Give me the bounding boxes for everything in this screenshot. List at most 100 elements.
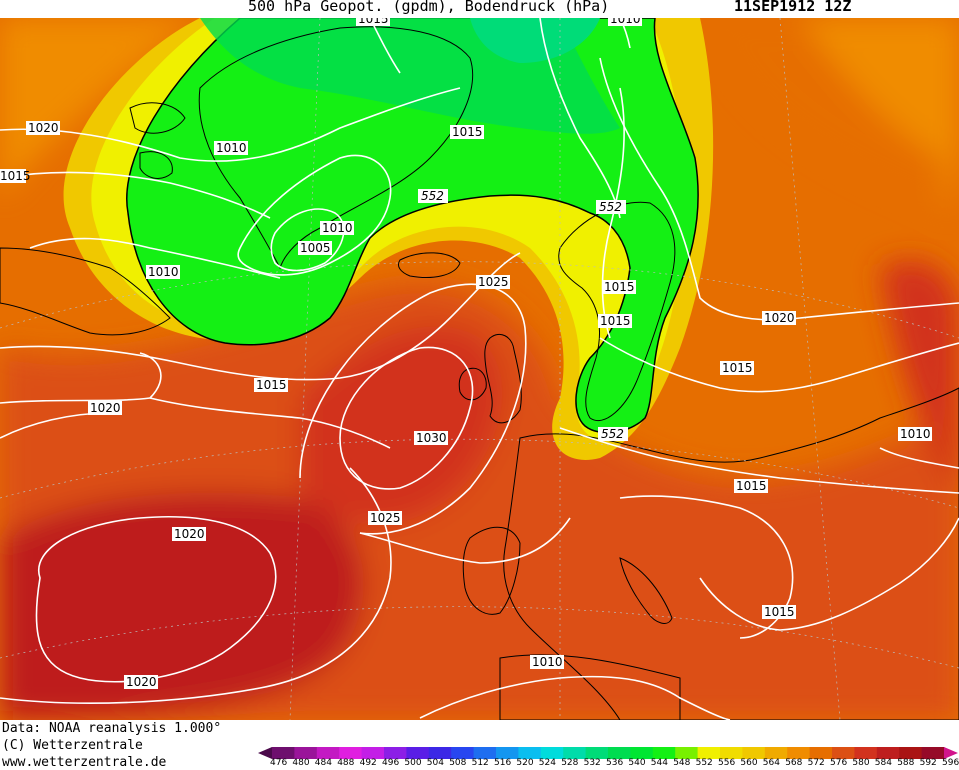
isobar-label: 1015 xyxy=(356,18,390,26)
color-scale-label: 476 xyxy=(270,758,288,768)
color-scale-swatch xyxy=(451,747,475,759)
color-scale-swatch xyxy=(809,747,833,759)
color-scale-swatch xyxy=(697,747,721,759)
color-scale-label: 576 xyxy=(830,758,848,768)
color-scale-swatch xyxy=(428,747,452,759)
svg-text:1020: 1020 xyxy=(90,401,121,415)
color-scale-svg xyxy=(258,747,958,759)
svg-text:1020: 1020 xyxy=(764,311,795,325)
svg-text:1015: 1015 xyxy=(600,314,631,328)
color-scale-label: 508 xyxy=(449,758,467,768)
svg-text:1010: 1010 xyxy=(532,655,563,669)
title-bar: 500 hPa Geopot. (gpdm), Bodendruck (hPa)… xyxy=(0,0,959,18)
color-scale-swatch xyxy=(832,747,855,759)
color-scale-label: 584 xyxy=(874,758,892,768)
svg-text:1020: 1020 xyxy=(174,527,205,541)
isobar-labels: 1015 1010 1020 1015 1010 1010 1005 1010 … xyxy=(0,18,932,689)
color-scale-label: 528 xyxy=(561,758,579,768)
color-scale-swatch xyxy=(563,747,587,759)
map-title: 500 hPa Geopot. (gpdm), Bodendruck (hPa) xyxy=(248,0,610,15)
color-scale-labels: 476 480 484 488 492 496 500 504 508 512 516 520 524 5… xyxy=(258,720,959,770)
color-scale-label: 484 xyxy=(314,758,332,768)
isobar-label: 1020 xyxy=(124,675,158,689)
svg-text:1030: 1030 xyxy=(416,431,447,445)
color-scale-label: 504 xyxy=(426,758,444,768)
copyright-text: (C) Wetterzentrale xyxy=(2,738,143,753)
color-scale-label: 564 xyxy=(762,758,780,768)
color-scale-swatch xyxy=(787,747,811,759)
isobar-label: 1015 xyxy=(734,479,768,493)
color-scale-label: 548 xyxy=(673,758,691,768)
svg-text:1015: 1015 xyxy=(736,479,767,493)
color-scale-label: 556 xyxy=(718,758,736,768)
color-scale-label: 512 xyxy=(471,758,489,768)
isobar-label: 1025 xyxy=(368,511,402,525)
isobar-label: 1015 xyxy=(254,378,288,392)
color-scale-swatch xyxy=(406,747,430,759)
isobar-label: 1015 xyxy=(602,280,636,294)
color-scale-label: 568 xyxy=(785,758,803,768)
isobar-label: 1015 xyxy=(0,169,31,183)
color-scale-label: 540 xyxy=(628,758,646,768)
svg-text:1015: 1015 xyxy=(764,605,795,619)
isobar-label: 1015 xyxy=(598,314,632,328)
svg-text:552: 552 xyxy=(599,200,622,214)
svg-text:552: 552 xyxy=(421,189,444,203)
isobar-label: 1010 xyxy=(320,221,354,235)
color-scale-label: 596 xyxy=(942,758,959,768)
svg-text:1015: 1015 xyxy=(256,378,287,392)
website-link[interactable]: www.wetterzentrale.de xyxy=(2,755,167,770)
isobar-label: 1020 xyxy=(172,527,206,541)
svg-text:1010: 1010 xyxy=(216,141,247,155)
isobar-label: 1010 xyxy=(214,141,248,155)
geopotential-label: 552 xyxy=(598,427,628,441)
color-scale-swatch xyxy=(339,747,363,759)
svg-text:1015: 1015 xyxy=(452,125,483,139)
color-scale-swatch xyxy=(272,747,295,759)
lat-lon-grid xyxy=(0,18,959,720)
color-scale-label: 544 xyxy=(650,758,668,768)
svg-text:1015: 1015 xyxy=(0,169,31,183)
isobar-label: 1015 xyxy=(762,605,796,619)
color-scale-label: 532 xyxy=(583,758,601,768)
color-scale-swatch xyxy=(316,747,340,759)
isobar-label: 1010 xyxy=(146,265,180,279)
color-scale-arrow-low xyxy=(258,747,272,759)
data-source-text: Data: NOAA reanalysis 1.000° xyxy=(2,721,222,736)
svg-text:1015: 1015 xyxy=(358,18,389,26)
isobar-label: 1025 xyxy=(476,275,510,289)
color-scale-swatch xyxy=(720,747,743,759)
svg-text:1025: 1025 xyxy=(478,275,509,289)
color-scale-label: 580 xyxy=(852,758,870,768)
color-scale-label: 496 xyxy=(382,758,400,768)
isobar-label: 1030 xyxy=(414,431,448,445)
footer: Data: NOAA reanalysis 1.000° (C) Wetterz… xyxy=(0,720,959,770)
color-scale-swatch xyxy=(921,747,945,759)
color-scale-label: 552 xyxy=(695,758,713,768)
isobar-label: 1005 xyxy=(298,241,332,255)
color-scale-swatch xyxy=(518,747,542,759)
geopotential-label: 552 xyxy=(596,200,626,214)
isobar-label: 1020 xyxy=(762,311,796,325)
color-scale-label: 560 xyxy=(740,758,758,768)
color-scale-label: 588 xyxy=(897,758,915,768)
color-scale-swatch xyxy=(742,747,766,759)
color-scale-swatch xyxy=(630,747,654,759)
svg-text:1010: 1010 xyxy=(610,18,641,26)
svg-text:1010: 1010 xyxy=(322,221,353,235)
color-scale-swatch xyxy=(652,747,676,759)
svg-text:1010: 1010 xyxy=(900,427,931,441)
color-scale-label: 520 xyxy=(516,758,534,768)
isobar-label: 1010 xyxy=(608,18,642,26)
color-scale-label: 500 xyxy=(404,758,422,768)
geopotential-label: 552 xyxy=(418,189,448,203)
map-datetime: 11SEP1912 12Z xyxy=(734,0,852,15)
color-scale-swatch xyxy=(608,747,631,759)
trough-core xyxy=(470,18,600,63)
color-scale-label: 492 xyxy=(359,758,377,768)
color-scale-arrow-high xyxy=(944,747,958,759)
svg-text:552: 552 xyxy=(601,427,624,441)
isobars xyxy=(0,18,959,720)
svg-text:1020: 1020 xyxy=(28,121,59,135)
color-scale-swatch xyxy=(899,747,923,759)
